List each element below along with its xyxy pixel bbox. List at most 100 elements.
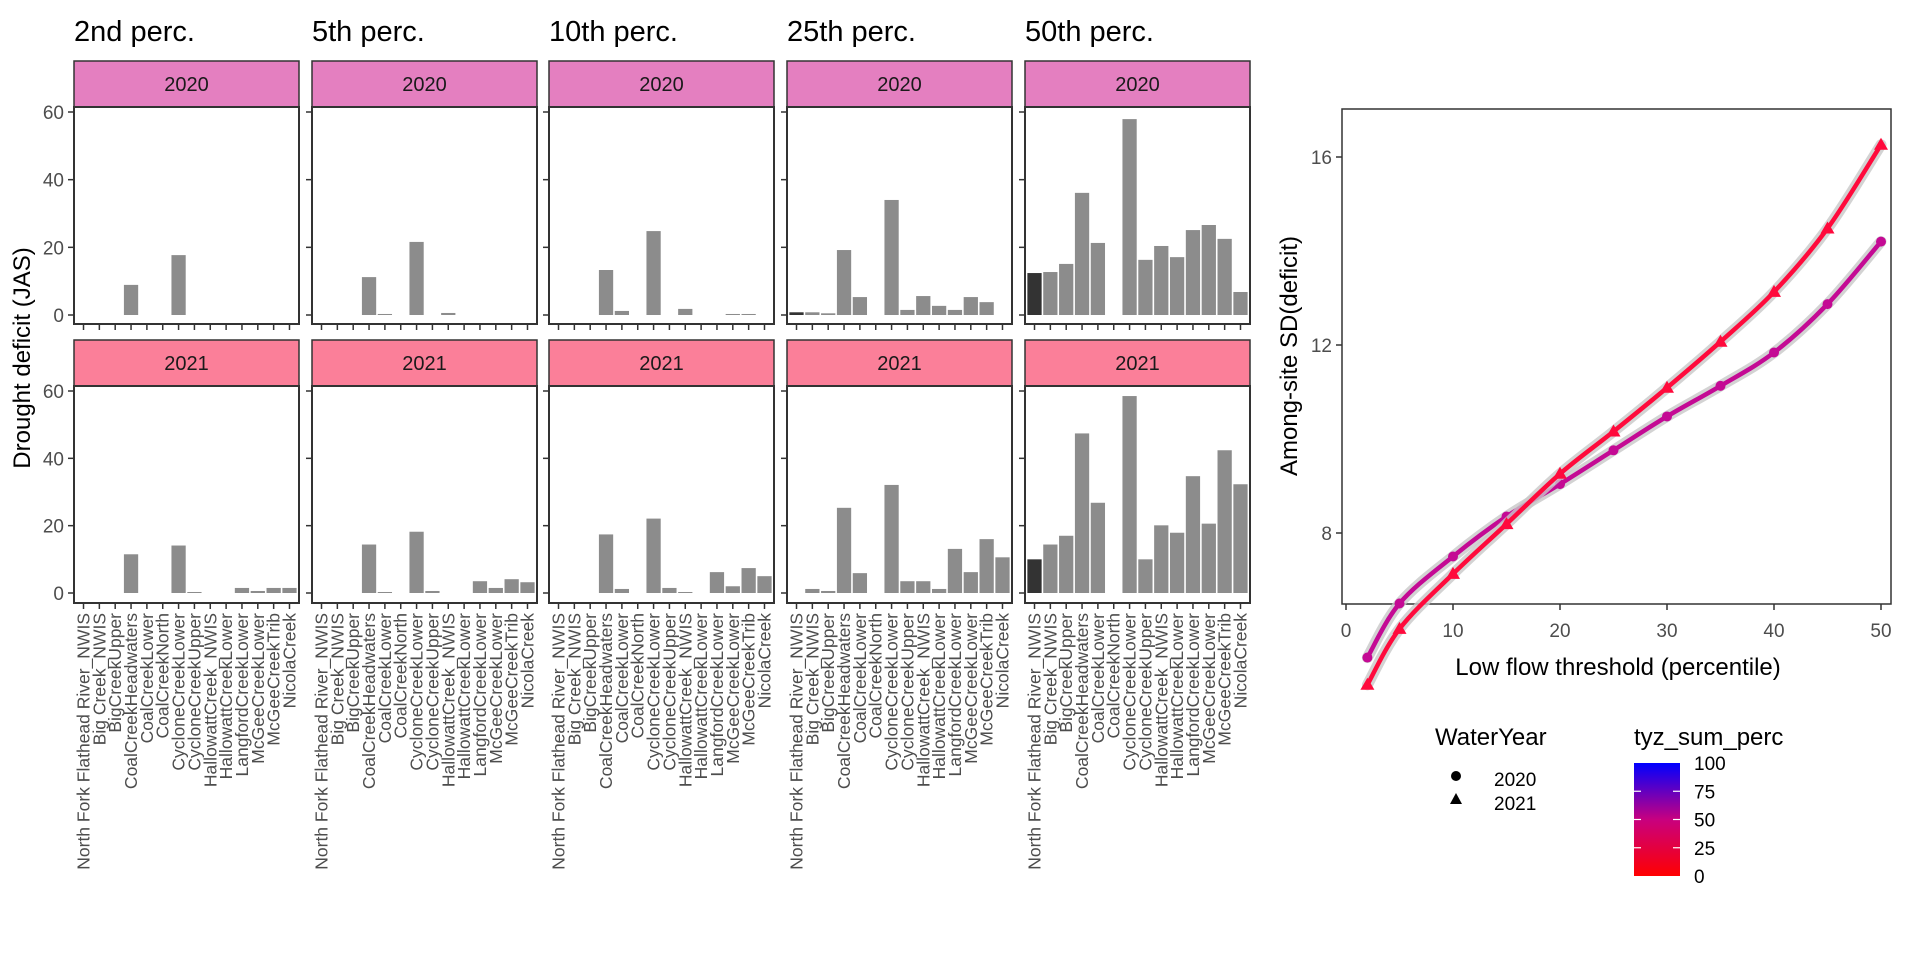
series-layer: [1360, 137, 1888, 691]
data-point: [1662, 411, 1672, 422]
panel-background: [549, 386, 774, 603]
bar: [614, 310, 630, 315]
facet-column-title: 2nd perc.: [74, 16, 195, 48]
bar: [678, 308, 693, 315]
x-tick-label: McGeeCreekLower: [248, 613, 268, 764]
x-tick-label: CoalCreekNorth: [153, 613, 173, 738]
bar: [884, 484, 899, 593]
bar: [963, 297, 978, 315]
x-tick-label: CycloneCreekLower: [1120, 613, 1140, 771]
bar: [361, 277, 377, 315]
data-point: [1499, 517, 1514, 530]
bar: [1138, 259, 1153, 315]
data-point: [1362, 652, 1373, 663]
facet-panel: 2020 0 20 40 60: [43, 60, 300, 330]
x-tick-label: CoalCreekLower: [137, 613, 157, 744]
panel-background: [787, 386, 1012, 603]
bar: [1169, 532, 1185, 593]
bar: [504, 579, 519, 593]
x-tick-label: CycloneCreekLower: [644, 613, 664, 771]
data-point: [1820, 221, 1835, 234]
x-tick-label: HallowattCreekLower: [1167, 613, 1187, 779]
facet-strip-label: 2020: [402, 74, 447, 96]
x-tick-label: McGeeCreekTrib: [739, 613, 759, 746]
x-tick-label: CoalCreekLower: [850, 613, 870, 744]
bar: [361, 544, 377, 593]
y-tick-label: 12: [1311, 336, 1332, 357]
bar: [1059, 535, 1074, 593]
panel-background: [1025, 107, 1250, 324]
facet-strip: [786, 60, 1013, 108]
data-point: [1713, 334, 1728, 347]
y-axis-title: Among-site SD(deficit): [1276, 236, 1303, 476]
bar: [1185, 476, 1201, 593]
bar: [614, 588, 630, 593]
bar: [1154, 245, 1169, 315]
bar: [678, 591, 693, 593]
x-tick-label: NicolaCreek: [992, 613, 1012, 709]
panel-background: [74, 386, 299, 603]
x-tick-label: HallowattCreek_NWIS: [200, 613, 221, 787]
panel-background: [312, 386, 537, 603]
faceted-bar-chart: Drought deficit (JAS) 2nd perc. 2020 0 20 40…: [9, 16, 1251, 870]
bar: [836, 250, 852, 315]
x-tick-label: LangfordCreekLower: [470, 613, 490, 777]
panel-background: [74, 107, 299, 324]
x-tick-label: BigCreekUpper: [818, 613, 838, 733]
x-tick-label: BigCreekUpper: [580, 613, 600, 733]
bar: [171, 255, 186, 315]
circle-icon: [1451, 771, 1461, 781]
bar: [1074, 192, 1090, 315]
panel-border: [786, 106, 1013, 325]
legend-title: WaterYear: [1435, 724, 1547, 751]
data-point: [1822, 299, 1833, 310]
bar: [646, 231, 661, 315]
x-tick-label: CoalCreekNorth: [628, 613, 648, 738]
bar: [979, 539, 994, 593]
bar: [725, 586, 740, 593]
y-axis-title: Drought deficit (JAS): [9, 247, 36, 468]
y-axis: 8 12 16: [1311, 148, 1342, 545]
x-tick-label: LangfordCreekLower: [1183, 613, 1203, 777]
bar: [409, 241, 424, 315]
bar: [1043, 272, 1058, 315]
x-tick-label: CoalCreekHeadwaters: [834, 613, 854, 789]
bar: [900, 309, 915, 315]
panel-border: [548, 385, 775, 604]
x-tick-label: LangfordCreekLower: [232, 613, 252, 777]
x-tick-label: McGeeCreekLower: [1199, 613, 1219, 764]
bar: [789, 312, 804, 315]
bar: [836, 507, 852, 593]
data-point: [1769, 347, 1779, 358]
facet-strip-label: 2020: [1115, 74, 1160, 96]
x-tick-label: CycloneCreekUpper: [422, 613, 442, 771]
facet-strip: [548, 339, 775, 387]
y-tick-label: 16: [1311, 148, 1332, 169]
colorbar: [1634, 763, 1680, 876]
y-tick-label: 0: [53, 306, 64, 327]
bar: [1154, 525, 1169, 593]
colorbar-label: 0: [1694, 867, 1705, 888]
bar: [234, 587, 250, 593]
facet-strip: [73, 339, 300, 387]
x-tick-label: HallowattCreekLower: [929, 613, 949, 779]
bar: [931, 305, 947, 315]
x-tick-label: BigCreekUpper: [105, 613, 125, 733]
y-tick-label: 20: [43, 517, 64, 538]
x-tick-label: CycloneCreekUpper: [897, 613, 917, 771]
x-tick-label: McGeeCreekLower: [486, 613, 506, 764]
y-tick-label: 60: [43, 103, 64, 124]
panel-border: [786, 385, 1013, 604]
y-tick-label: 60: [43, 382, 64, 403]
x-tick-label: NicolaCreek: [279, 613, 299, 709]
x-tick-label: CycloneCreekLower: [882, 613, 902, 771]
x-tick-label: McGeeCreekTrib: [264, 613, 284, 746]
colorbar-label: 50: [1694, 811, 1715, 832]
bar: [425, 590, 440, 593]
x-tick-label: Big Creek_NWIS: [564, 613, 585, 745]
legend-tyz-sum-perc: tyz_sum_perc 0 25 50 75 100: [1634, 724, 1783, 888]
bar: [1090, 242, 1106, 315]
x-tick-label: CoalCreekLower: [375, 613, 395, 744]
